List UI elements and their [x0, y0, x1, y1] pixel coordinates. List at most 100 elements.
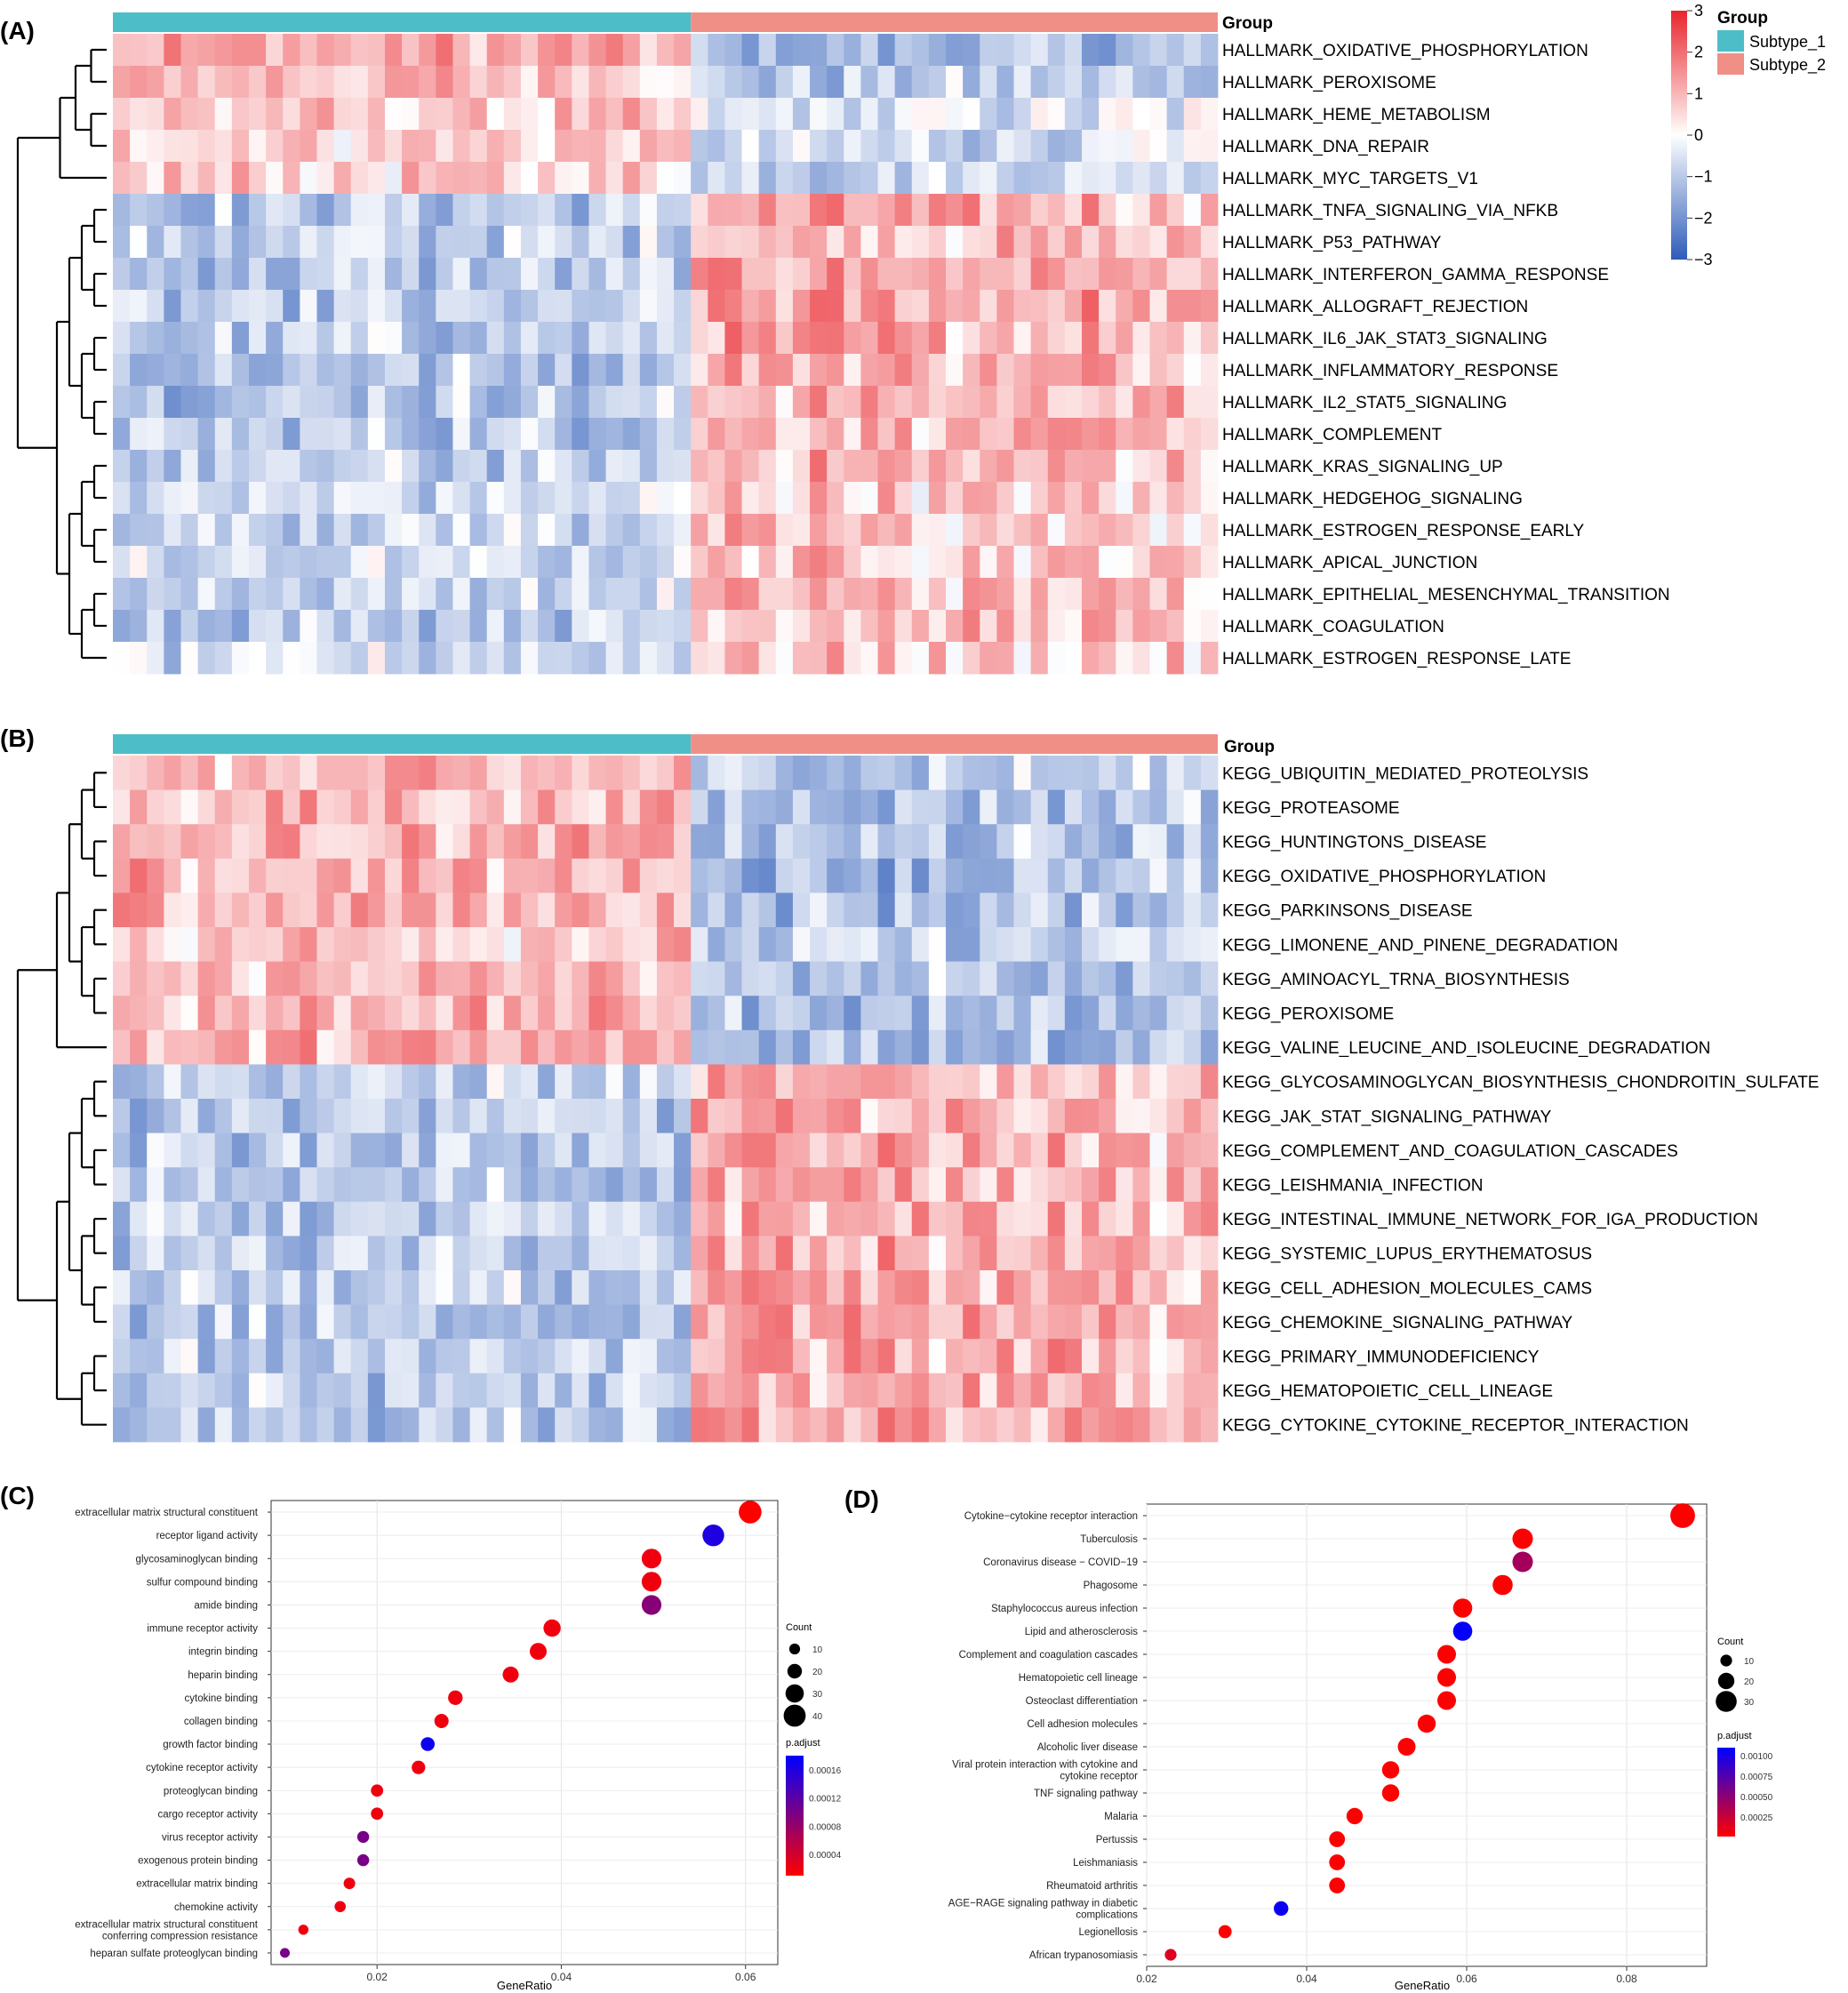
heatmap-cell: [775, 1167, 794, 1203]
heatmap-cell: [708, 892, 725, 928]
heatmap-cell: [147, 642, 164, 675]
heatmap-cell: [436, 162, 453, 195]
heatmap-cell: [1030, 482, 1049, 515]
heatmap-cell: [1030, 1407, 1049, 1443]
heatmap-cell: [605, 1270, 624, 1305]
heatmap-cell: [248, 226, 267, 259]
heatmap-cell: [860, 482, 878, 515]
heatmap-cell: [572, 1339, 589, 1374]
heatmap-cell: [1183, 1029, 1202, 1065]
heatmap-cell: [674, 858, 692, 893]
heatmap-cell: [894, 1029, 913, 1065]
heatmap-row-label: KEGG_PROTEASOME: [1222, 799, 1400, 818]
heatmap-cell: [605, 290, 624, 323]
heatmap-cell: [1200, 194, 1219, 227]
heatmap-cell: [792, 322, 811, 355]
heatmap-cell: [980, 162, 997, 195]
heatmap-cell: [708, 322, 725, 355]
heatmap-cell: [860, 546, 878, 579]
heatmap-cell: [283, 858, 300, 893]
heatmap-cell: [656, 1167, 675, 1203]
heatmap-cell: [402, 98, 420, 131]
heatmap-cell: [469, 1304, 488, 1340]
heatmap-cell: [860, 450, 878, 483]
heatmap-cell: [350, 789, 369, 825]
heatmap-cell: [300, 546, 317, 579]
heatmap-cell: [1166, 1029, 1185, 1065]
heatmap-cell: [130, 546, 148, 579]
heatmap-row-label: KEGG_HUNTINGTONS_DISEASE: [1222, 834, 1486, 852]
heatmap-cell: [333, 354, 352, 387]
heatmap-cell: [911, 194, 930, 227]
heatmap-cell: [300, 354, 317, 387]
heatmap-cell: [844, 1236, 861, 1271]
heatmap-cell: [877, 1236, 896, 1271]
heatmap-cell: [928, 1201, 947, 1237]
heatmap-cell: [877, 450, 896, 483]
heatmap-cell: [1116, 1270, 1133, 1305]
heatmap-cell: [486, 1133, 505, 1168]
heatmap-cell: [384, 1099, 403, 1133]
heatmap-cell: [384, 1064, 403, 1100]
heatmap-cell: [113, 961, 131, 996]
heatmap-cell: [1183, 892, 1202, 928]
y-category-label: Coronavirus disease − COVID−19: [983, 1557, 1138, 1568]
heatmap-cell: [572, 1407, 589, 1443]
dot-point: [543, 1619, 561, 1637]
heatmap-cell: [1132, 1407, 1150, 1443]
heatmap-cell: [113, 824, 131, 860]
heatmap-cell: [827, 34, 844, 67]
heatmap-cell: [996, 927, 1014, 962]
heatmap-cell: [708, 66, 725, 99]
heatmap-cell: [1064, 1373, 1083, 1408]
dot-point: [356, 1830, 370, 1844]
heatmap-cell: [996, 996, 1014, 1031]
heatmap-cell: [266, 1029, 284, 1065]
heatmap-cell: [860, 130, 878, 163]
heatmap-cell: [231, 418, 250, 451]
heatmap-cell: [911, 130, 930, 163]
heatmap-row-label: KEGG_LEISHMANIA_INFECTION: [1222, 1177, 1484, 1196]
heatmap-cell: [214, 226, 233, 259]
heatmap-cell: [775, 130, 794, 163]
heatmap-cell: [248, 1167, 267, 1203]
heatmap-cell: [266, 1064, 284, 1100]
heatmap-cell: [980, 386, 997, 419]
heatmap-cell: [214, 162, 233, 195]
heatmap-cell: [1047, 386, 1066, 419]
heatmap-cell: [758, 1167, 777, 1203]
heatmap-cell: [180, 642, 199, 675]
heatmap-cell: [520, 1029, 539, 1065]
heatmap-cell: [1149, 1339, 1168, 1374]
heatmap-cell: [724, 450, 742, 483]
heatmap-cell: [996, 1270, 1014, 1305]
heatmap-cell: [639, 961, 658, 996]
heatmap-cell: [248, 482, 267, 515]
heatmap-cell: [316, 1167, 334, 1203]
heatmap-cell: [180, 482, 199, 515]
heatmap-cell: [588, 1133, 606, 1168]
heatmap-cell: [486, 996, 505, 1031]
heatmap-cell: [877, 1099, 896, 1133]
padj-tick-label: 0.00008: [809, 1822, 842, 1832]
heatmap-cell: [724, 1304, 742, 1340]
heatmap-cell: [1099, 642, 1116, 675]
heatmap-cell: [1132, 642, 1150, 675]
heatmap-cell: [248, 322, 267, 355]
heatmap-cell: [894, 98, 913, 131]
heatmap-cell: [588, 789, 606, 825]
heatmap-cell: [996, 162, 1014, 195]
dot-point: [371, 1784, 384, 1797]
dot-point: [343, 1877, 356, 1890]
heatmap-cell: [1149, 789, 1168, 825]
heatmap-cell: [436, 322, 453, 355]
heatmap-row-label: KEGG_GLYCOSAMINOGLYCAN_BIOSYNTHESIS_CHON…: [1222, 1074, 1820, 1093]
heatmap-cell: [1047, 418, 1066, 451]
heatmap-cell: [367, 1167, 386, 1203]
heatmap-cell: [1132, 514, 1150, 547]
heatmap-cell: [486, 927, 505, 962]
padj-tick-label: 0.00075: [1740, 1773, 1773, 1782]
heatmap-cell: [656, 418, 675, 451]
heatmap-cell: [588, 610, 606, 643]
heatmap-cell: [963, 1133, 980, 1168]
